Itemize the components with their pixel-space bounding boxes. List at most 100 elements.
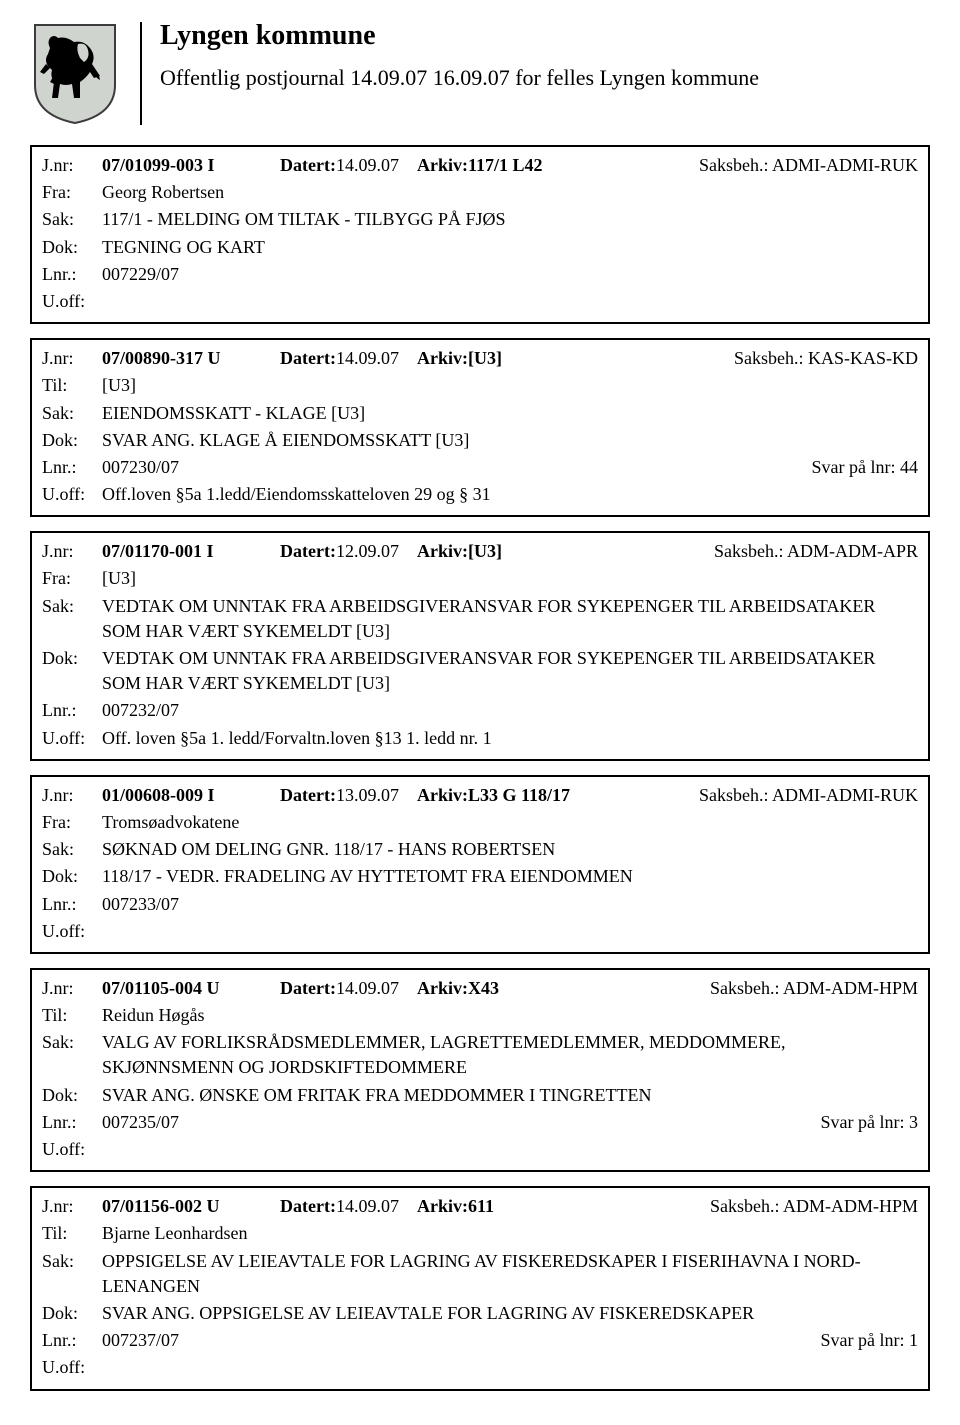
- header-text-block: Lyngen kommune Offentlig postjournal 14.…: [160, 20, 930, 93]
- uoff-label: U.off:: [42, 919, 102, 944]
- saksbeh: Saksbeh.: ADMI-ADMI-RUK: [699, 783, 918, 808]
- lnr-row: Lnr.:007230/07 Svar på lnr: 44: [42, 455, 918, 480]
- saksbeh: Saksbeh.: ADM-ADM-APR: [714, 539, 918, 564]
- saksbeh: Saksbeh.: KAS-KAS-KD: [734, 346, 918, 371]
- party-row: Fra:[U3]: [42, 566, 918, 591]
- uoff-value: [102, 1355, 918, 1380]
- jnr-value: 07/00890-317 U: [102, 346, 262, 371]
- dok-label: Dok:: [42, 235, 102, 260]
- sak-row: Sak:VEDTAK OM UNNTAK FRA ARBEIDSGIVERANS…: [42, 594, 918, 644]
- dok-label: Dok:: [42, 646, 102, 696]
- document-header: Lyngen kommune Offentlig postjournal 14.…: [30, 20, 930, 125]
- arkiv-value: L33 G 118/17: [468, 783, 570, 808]
- arkiv-label: Arkiv:: [417, 1194, 468, 1219]
- party-label: Fra:: [42, 180, 102, 205]
- jnr-value: 07/01105-004 U: [102, 976, 262, 1001]
- dok-row: Dok:SVAR ANG. KLAGE Å EIENDOMSSKATT [U3]: [42, 428, 918, 453]
- uoff-value: Off. loven §5a 1. ledd/Forvaltn.loven §1…: [102, 726, 918, 751]
- dok-value: VEDTAK OM UNNTAK FRA ARBEIDSGIVERANSVAR …: [102, 646, 918, 696]
- jnr-label: J.nr:: [42, 783, 102, 808]
- lnr-value: 007237/07: [102, 1328, 179, 1353]
- uoff-value: Off.loven §5a 1.ledd/Eiendomsskatteloven…: [102, 482, 918, 507]
- sak-label: Sak:: [42, 594, 102, 644]
- dok-row: Dok:SVAR ANG. OPPSIGELSE AV LEIEAVTALE F…: [42, 1301, 918, 1326]
- datert-value: 14.09.07: [336, 153, 399, 178]
- svar-value: Svar på lnr: 44: [812, 455, 918, 480]
- lnr-value: 007233/07: [102, 892, 179, 917]
- datert-label: Datert:: [280, 153, 336, 178]
- party-label: Fra:: [42, 566, 102, 591]
- arkiv-label: Arkiv:: [417, 153, 468, 178]
- dok-row: Dok:TEGNING OG KART: [42, 235, 918, 260]
- sak-row: Sak:SØKNAD OM DELING GNR. 118/17 - HANS …: [42, 837, 918, 862]
- datert-value: 14.09.07: [336, 346, 399, 371]
- dok-value: SVAR ANG. OPPSIGELSE AV LEIEAVTALE FOR L…: [102, 1301, 918, 1326]
- lnr-row: Lnr.:007233/07: [42, 892, 918, 917]
- party-value: Georg Robertsen: [102, 180, 918, 205]
- uoff-row: U.off:: [42, 1137, 918, 1162]
- datert-value: 14.09.07: [336, 1194, 399, 1219]
- municipality-logo: [30, 20, 120, 125]
- sak-row: Sak:117/1 - MELDING OM TILTAK - TILBYGG …: [42, 207, 918, 232]
- arkiv-value: 611: [468, 1194, 494, 1219]
- sak-label: Sak:: [42, 401, 102, 426]
- lnr-row: Lnr.:007232/07: [42, 698, 918, 723]
- entry-header-row: J.nr:07/01105-004 UDatert: 14.09.07Arkiv…: [42, 976, 918, 1001]
- dok-row: Dok:VEDTAK OM UNNTAK FRA ARBEIDSGIVERANS…: [42, 646, 918, 696]
- arkiv-value: [U3]: [468, 346, 502, 371]
- arkiv-value: [U3]: [468, 539, 502, 564]
- lnr-row: Lnr.:007235/07Svar på lnr: 3: [42, 1110, 918, 1135]
- journal-entry: J.nr:01/00608-009 IDatert: 13.09.07Arkiv…: [30, 775, 930, 954]
- dok-label: Dok:: [42, 428, 102, 453]
- lnr-label: Lnr.:: [42, 455, 102, 480]
- dok-value: 118/17 - VEDR. FRADELING AV HYTTETOMT FR…: [102, 864, 918, 889]
- uoff-row: U.off:Off.loven §5a 1.ledd/Eiendomsskatt…: [42, 482, 918, 507]
- uoff-label: U.off:: [42, 289, 102, 314]
- journal-entry: J.nr:07/01156-002 UDatert: 14.09.07Arkiv…: [30, 1186, 930, 1390]
- uoff-row: U.off:: [42, 919, 918, 944]
- saksbeh: Saksbeh.: ADM-ADM-HPM: [710, 1194, 918, 1219]
- entry-header-row: J.nr:07/00890-317 UDatert: 14.09.07Arkiv…: [42, 346, 918, 371]
- arkiv-label: Arkiv:: [417, 346, 468, 371]
- arkiv-label: Arkiv:: [417, 539, 468, 564]
- party-label: Til:: [42, 373, 102, 398]
- datert-value: 14.09.07: [336, 976, 399, 1001]
- lnr-value: 007229/07: [102, 262, 179, 287]
- uoff-row: U.off:: [42, 1355, 918, 1380]
- jnr-label: J.nr:: [42, 1194, 102, 1219]
- svar-value: Svar på lnr: 3: [821, 1110, 918, 1135]
- journal-entry: J.nr:07/00890-317 UDatert: 14.09.07Arkiv…: [30, 338, 930, 517]
- entry-header-row: J.nr:07/01156-002 UDatert: 14.09.07Arkiv…: [42, 1194, 918, 1219]
- entry-header-row: J.nr:07/01099-003 I Datert: 14.09.07 Arkiv…: [42, 153, 918, 178]
- jnr-value: 07/01099-003 I: [102, 153, 262, 178]
- datert-label: Datert:: [280, 783, 336, 808]
- uoff-value: [102, 289, 918, 314]
- sak-label: Sak:: [42, 837, 102, 862]
- dok-row: Dok:SVAR ANG. ØNSKE OM FRITAK FRA MEDDOM…: [42, 1083, 918, 1108]
- jnr-value: 07/01170-001 I: [102, 539, 262, 564]
- saksbeh: Saksbeh.: ADMI-ADMI-RUK: [699, 153, 918, 178]
- jnr-label: J.nr:: [42, 153, 102, 178]
- party-value: Bjarne Leonhardsen: [102, 1221, 918, 1246]
- dok-label: Dok:: [42, 1083, 102, 1108]
- dok-value: SVAR ANG. ØNSKE OM FRITAK FRA MEDDOMMER …: [102, 1083, 918, 1108]
- uoff-label: U.off:: [42, 726, 102, 751]
- arkiv-label: Arkiv:: [417, 976, 468, 1001]
- party-label: Til:: [42, 1221, 102, 1246]
- party-label: Fra:: [42, 810, 102, 835]
- datert-label: Datert:: [280, 539, 336, 564]
- party-label: Til:: [42, 1003, 102, 1028]
- uoff-value: [102, 1137, 918, 1162]
- uoff-label: U.off:: [42, 1137, 102, 1162]
- sak-value: SØKNAD OM DELING GNR. 118/17 - HANS ROBE…: [102, 837, 918, 862]
- lnr-value: 007230/07: [102, 455, 179, 480]
- header-title: Lyngen kommune: [160, 20, 930, 52]
- journal-entry: J.nr:07/01105-004 UDatert: 14.09.07Arkiv…: [30, 968, 930, 1172]
- svar-value: Svar på lnr: 1: [821, 1328, 918, 1353]
- dok-value: TEGNING OG KART: [102, 235, 918, 260]
- uoff-row: U.off:: [42, 289, 918, 314]
- arkiv-value: X43: [468, 976, 499, 1001]
- sak-value: EIENDOMSSKATT - KLAGE [U3]: [102, 401, 918, 426]
- datert-label: Datert:: [280, 346, 336, 371]
- sak-label: Sak:: [42, 207, 102, 232]
